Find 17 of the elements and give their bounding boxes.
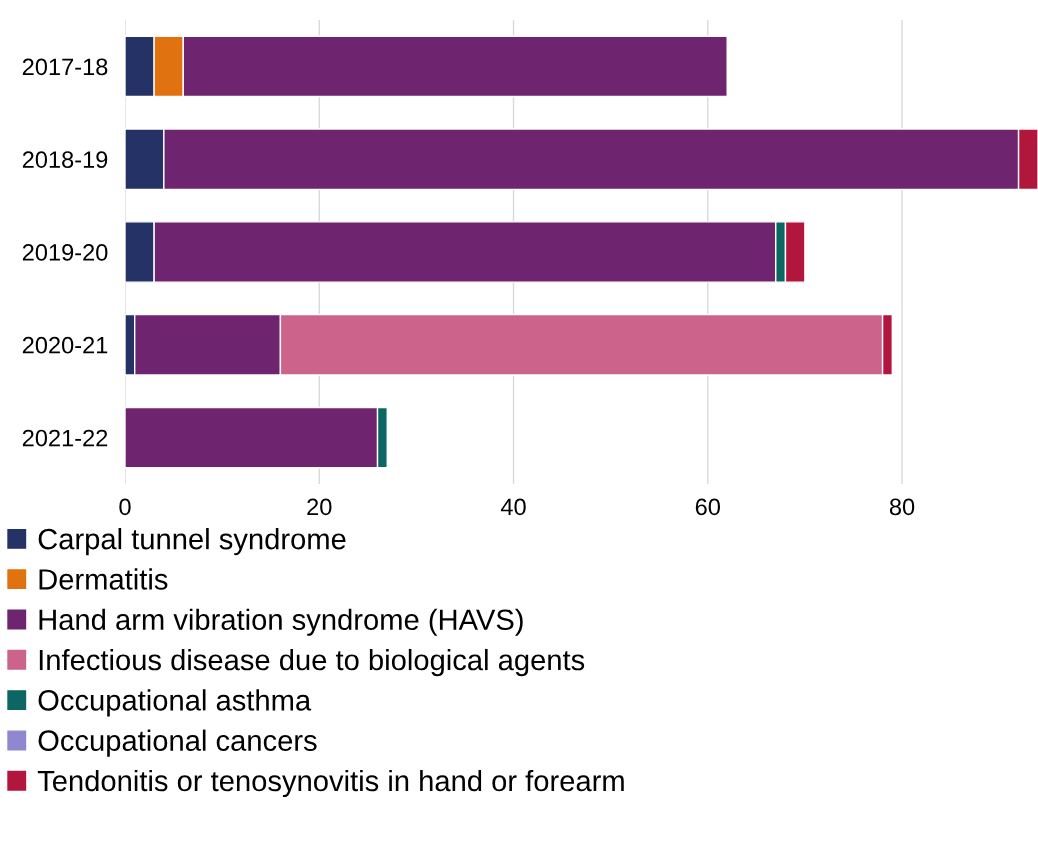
x-tick-label: 20 (307, 498, 332, 516)
x-tick-label: 0 (119, 498, 131, 516)
x-tick-label: 40 (500, 498, 526, 516)
legend-label: Occupational cancers (38, 729, 317, 757)
legend-label: Tendonitis or tenosynovitis in hand or forearm (37, 769, 624, 798)
y-tick-label: 2021-22 (22, 429, 108, 447)
x-tick-label: 60 (695, 498, 720, 516)
y-tick-label: 2019-20 (22, 244, 108, 261)
legend-label: Dermatitis (39, 568, 168, 590)
y-tick-label: 2018-19 (22, 151, 108, 168)
legend-label: Occupational asthma (38, 689, 312, 717)
x-tick-label: 80 (889, 498, 915, 516)
y-tick-label: 2020-21 (22, 336, 108, 354)
y-tick-label: 2017-18 (22, 58, 108, 76)
legend-label: Hand arm vibration syndrome (HAVS) (39, 608, 523, 636)
legend-label: Infectious disease due to biological agents (39, 648, 585, 677)
legend-label: Carpal tunnel syndrome (38, 528, 346, 556)
